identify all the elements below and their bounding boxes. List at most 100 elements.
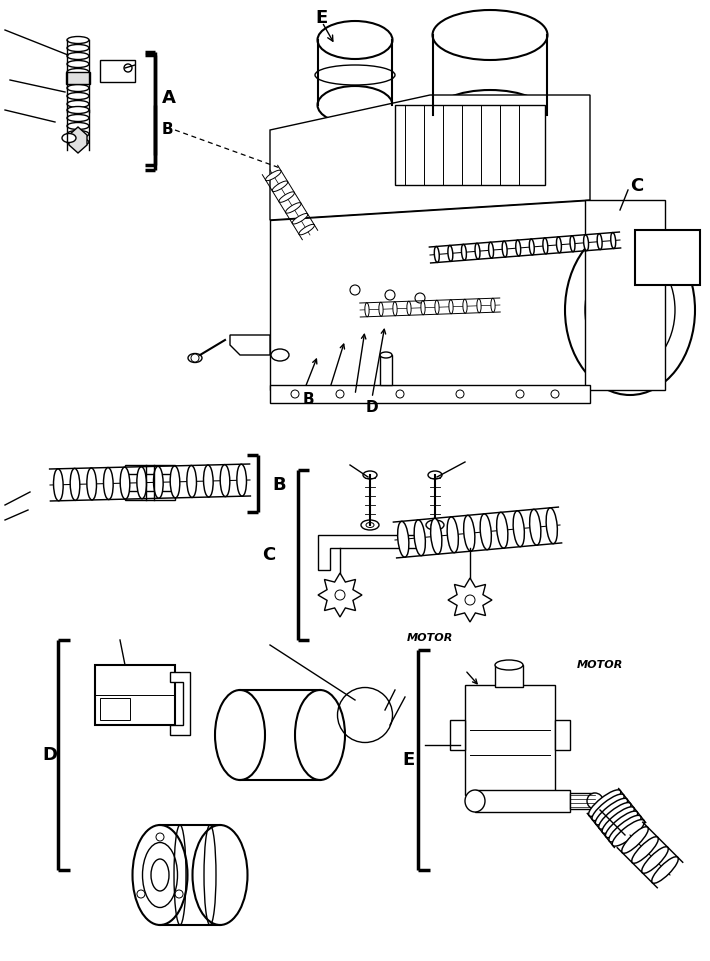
Circle shape — [350, 285, 360, 295]
Ellipse shape — [557, 236, 562, 253]
Ellipse shape — [67, 101, 89, 108]
Ellipse shape — [192, 825, 248, 925]
Ellipse shape — [449, 300, 453, 313]
Ellipse shape — [67, 138, 89, 145]
Circle shape — [336, 390, 344, 398]
Text: MOTOR: MOTOR — [407, 633, 453, 643]
Text: B: B — [272, 476, 285, 494]
Circle shape — [465, 595, 475, 605]
Ellipse shape — [414, 520, 425, 555]
Polygon shape — [270, 200, 590, 390]
Ellipse shape — [642, 847, 668, 874]
Ellipse shape — [475, 243, 480, 259]
FancyBboxPatch shape — [635, 230, 700, 285]
Text: A: A — [162, 89, 176, 107]
Polygon shape — [69, 127, 87, 153]
Ellipse shape — [67, 114, 89, 121]
Ellipse shape — [67, 77, 89, 84]
Ellipse shape — [153, 466, 163, 499]
FancyBboxPatch shape — [100, 698, 130, 720]
FancyBboxPatch shape — [270, 385, 590, 403]
Ellipse shape — [317, 21, 393, 59]
Ellipse shape — [365, 303, 369, 317]
Ellipse shape — [546, 507, 557, 544]
Ellipse shape — [279, 192, 295, 203]
Ellipse shape — [70, 468, 80, 501]
Circle shape — [291, 390, 299, 398]
Ellipse shape — [447, 517, 459, 553]
Ellipse shape — [266, 170, 281, 181]
FancyBboxPatch shape — [100, 60, 135, 82]
Ellipse shape — [421, 301, 425, 315]
Ellipse shape — [530, 509, 541, 545]
Ellipse shape — [502, 241, 507, 258]
Ellipse shape — [463, 299, 467, 313]
FancyBboxPatch shape — [585, 200, 665, 390]
Ellipse shape — [67, 131, 89, 137]
FancyBboxPatch shape — [475, 790, 570, 812]
Ellipse shape — [67, 53, 89, 60]
FancyBboxPatch shape — [570, 793, 595, 809]
Ellipse shape — [271, 349, 289, 361]
Ellipse shape — [62, 134, 76, 142]
Ellipse shape — [432, 10, 547, 60]
Ellipse shape — [488, 242, 493, 259]
Ellipse shape — [272, 181, 288, 191]
Ellipse shape — [237, 464, 246, 496]
Ellipse shape — [67, 122, 89, 130]
Ellipse shape — [299, 224, 315, 234]
Ellipse shape — [188, 354, 202, 362]
Ellipse shape — [435, 246, 439, 262]
Circle shape — [415, 293, 425, 303]
Ellipse shape — [587, 793, 603, 809]
Ellipse shape — [87, 468, 97, 500]
Text: E: E — [315, 9, 327, 27]
FancyBboxPatch shape — [125, 465, 175, 474]
FancyBboxPatch shape — [495, 665, 523, 687]
Text: MOTOR: MOTOR — [577, 660, 623, 670]
Ellipse shape — [606, 811, 638, 838]
Ellipse shape — [543, 238, 548, 254]
Ellipse shape — [361, 520, 379, 530]
Polygon shape — [170, 672, 190, 735]
Ellipse shape — [120, 467, 130, 499]
Text: E: E — [402, 751, 414, 769]
Ellipse shape — [293, 213, 308, 224]
Ellipse shape — [67, 37, 89, 43]
Ellipse shape — [611, 233, 616, 249]
Ellipse shape — [285, 203, 301, 213]
FancyBboxPatch shape — [555, 720, 570, 750]
Ellipse shape — [393, 302, 397, 316]
Ellipse shape — [448, 245, 453, 261]
Ellipse shape — [67, 61, 89, 67]
Text: D: D — [42, 746, 57, 764]
Ellipse shape — [652, 856, 678, 883]
Circle shape — [456, 390, 464, 398]
Ellipse shape — [104, 468, 113, 500]
Ellipse shape — [67, 107, 89, 113]
Circle shape — [516, 390, 524, 398]
Ellipse shape — [67, 68, 89, 76]
Polygon shape — [230, 335, 270, 355]
Ellipse shape — [187, 465, 197, 498]
Circle shape — [385, 290, 395, 300]
Ellipse shape — [137, 467, 146, 499]
Ellipse shape — [495, 660, 523, 670]
Ellipse shape — [462, 244, 466, 260]
Ellipse shape — [379, 303, 383, 316]
Ellipse shape — [151, 859, 169, 891]
Ellipse shape — [584, 234, 589, 251]
Ellipse shape — [435, 300, 439, 314]
Ellipse shape — [53, 469, 63, 501]
Ellipse shape — [67, 92, 89, 100]
Polygon shape — [318, 535, 418, 570]
Ellipse shape — [380, 352, 392, 358]
Text: C: C — [262, 546, 275, 564]
Text: B: B — [302, 392, 314, 407]
Ellipse shape — [398, 521, 409, 557]
Ellipse shape — [565, 225, 695, 395]
Ellipse shape — [515, 240, 520, 256]
Ellipse shape — [431, 518, 442, 554]
FancyBboxPatch shape — [465, 685, 555, 795]
Ellipse shape — [477, 299, 481, 312]
